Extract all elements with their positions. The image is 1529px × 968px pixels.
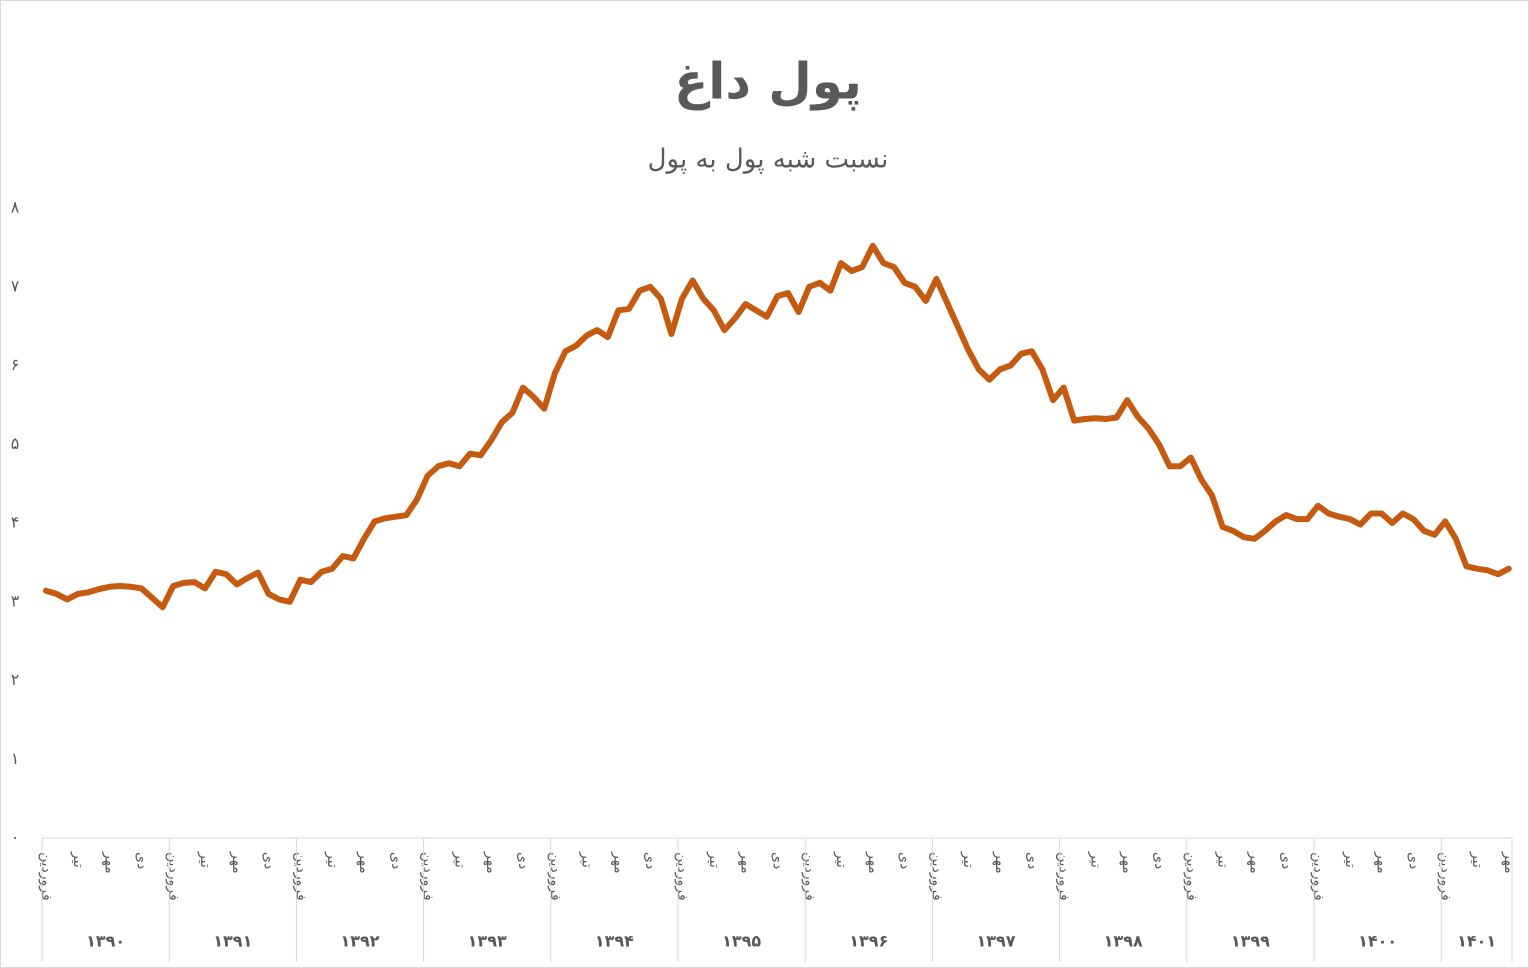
x-tick-label: تیر [1087, 851, 1103, 868]
x-tick-label: فروردین [1310, 852, 1326, 901]
x-tick-label: دی [388, 852, 404, 869]
y-tick-label: ۱ [11, 749, 20, 768]
x-tick-label: فروردین [674, 852, 690, 901]
x-tick-label: مهر [1374, 851, 1390, 874]
x-tick-label: فروردین [1437, 852, 1453, 901]
x-tick-label: تیر [1342, 851, 1358, 868]
y-tick-label: ۴ [11, 513, 20, 532]
x-tick-label: مهر [1119, 851, 1135, 874]
x-tick-label: دی [1405, 852, 1421, 869]
x-tick-label: مهر [865, 851, 881, 874]
x-tick-label: فروردین [38, 852, 54, 901]
y-tick-label: ۵ [11, 434, 20, 453]
x-tick-label: مهر [610, 851, 626, 874]
x-tick-label: تیر [706, 851, 722, 868]
y-tick-label: ۳ [11, 591, 20, 610]
x-tick-label: دی [1024, 852, 1040, 869]
x-tick-label: تیر [960, 851, 976, 868]
y-tick-label: ۲ [11, 670, 20, 689]
x-tick-label: تیر [1469, 851, 1485, 868]
x-tick-label: مهر [483, 851, 499, 874]
x-tick-label: دی [897, 852, 913, 869]
year-label: ۱۴۰۱ [1457, 932, 1496, 951]
x-tick-label: تیر [324, 851, 340, 868]
x-tick-label: تیر [1215, 851, 1231, 868]
year-label: ۱۳۹۰ [86, 932, 125, 951]
x-tick-label: مهر [356, 851, 372, 874]
x-tick-label: مهر [992, 851, 1008, 874]
chart-subtitle: نسبت شبه پول به پول [648, 145, 889, 175]
x-tick-label: فروردین [165, 852, 181, 901]
year-label: ۱۳۹۴ [595, 932, 634, 951]
x-tick-label: تیر [451, 851, 467, 868]
x-tick-label: فروردین [1056, 852, 1072, 901]
x-tick-label: فروردین [928, 852, 944, 901]
y-tick-label: ۰ [11, 828, 20, 847]
year-label: ۱۳۹۵ [722, 932, 761, 951]
line-series [43, 242, 1512, 611]
x-tick-label: دی [261, 852, 277, 869]
year-label: ۱۳۹۹ [1231, 932, 1270, 951]
x-tick-label: مهر [738, 851, 754, 874]
x-tick-label: مهر [1246, 851, 1262, 874]
x-tick-label: تیر [70, 851, 86, 868]
x-tick-label: دی [1278, 852, 1294, 869]
x-tick-label: مهر [102, 851, 118, 874]
y-tick-label: ۸ [11, 198, 20, 217]
year-label: ۱۳۹۲ [340, 932, 379, 951]
year-label: ۱۳۹۷ [976, 932, 1015, 951]
x-tick-label: تیر [579, 851, 595, 868]
x-tick-label: دی [515, 852, 531, 869]
year-label: ۱۳۹۸ [1104, 932, 1143, 951]
chart-title: پول داغ [674, 53, 862, 112]
x-tick-label: دی [133, 852, 149, 869]
year-label: ۱۳۹۱ [213, 932, 252, 951]
x-tick-label: فروردین [801, 852, 817, 901]
y-tick-label: ۶ [11, 355, 20, 374]
x-tick-label: دی [769, 852, 785, 869]
year-label: ۱۴۰۰ [1358, 932, 1397, 951]
x-tick-label: تیر [197, 851, 213, 868]
x-tick-label: فروردین [547, 852, 563, 901]
x-tick-label: فروردین [420, 852, 436, 901]
x-tick-label: مهر [229, 851, 245, 874]
x-tick-label: تیر [833, 851, 849, 868]
x-tick-label: مهر [1501, 851, 1517, 874]
year-label: ۱۳۹۳ [468, 932, 507, 951]
year-label: ۱۳۹۶ [849, 932, 888, 951]
y-tick-label: ۷ [11, 276, 20, 295]
x-tick-label: دی [642, 852, 658, 869]
x-tick-label: فروردین [292, 852, 308, 901]
x-tick-label: فروردین [1183, 852, 1199, 901]
x-tick-label: دی [1151, 852, 1167, 869]
